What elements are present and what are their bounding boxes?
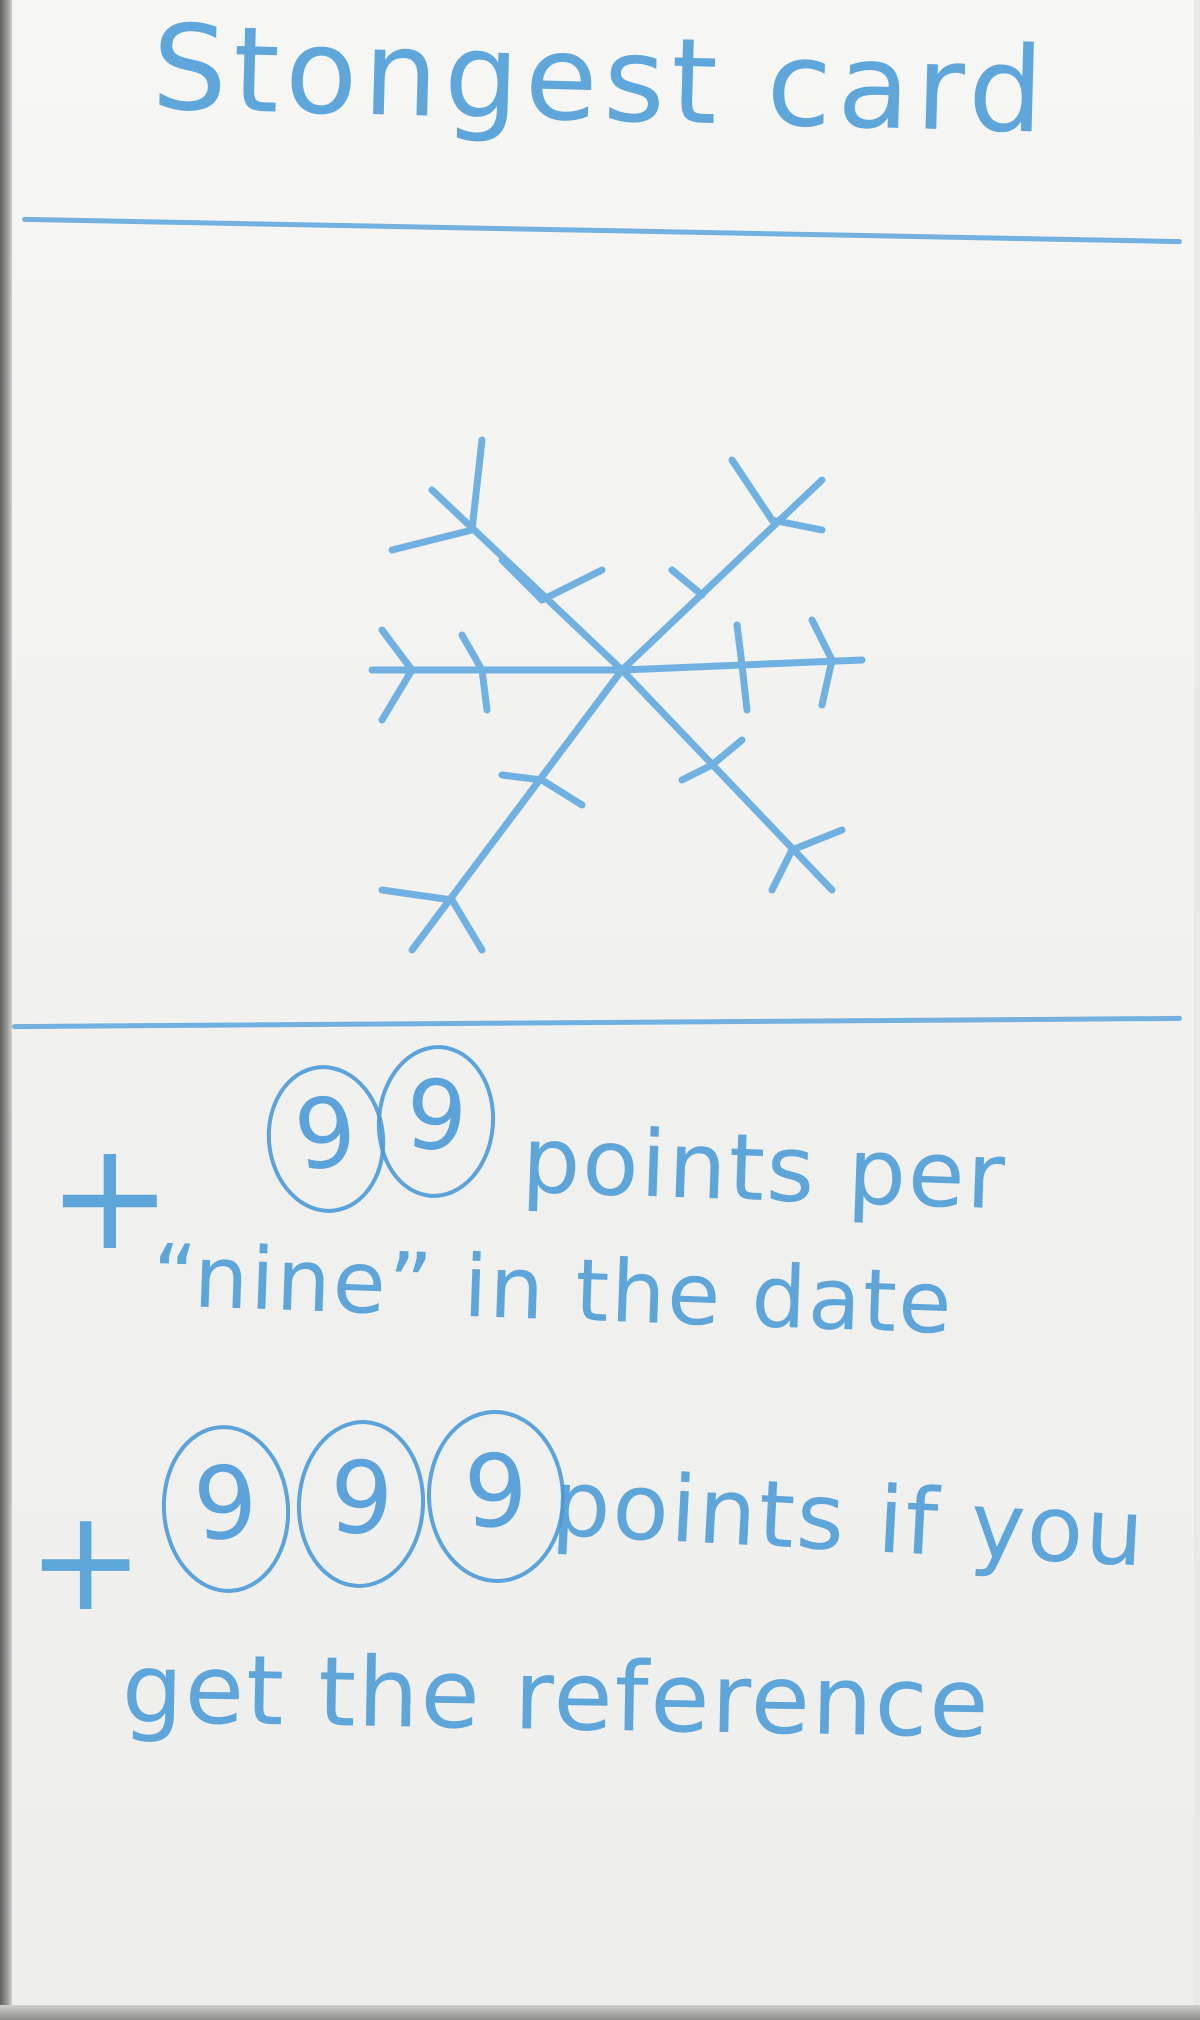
- divider-middle: [12, 1015, 1183, 1030]
- get-reference-text: get the reference: [121, 1632, 992, 1760]
- circled-nine-2a: 9: [156, 1420, 296, 1598]
- snowflake-icon: [368, 436, 866, 954]
- plus-sign-2: +: [27, 1480, 147, 1643]
- circled-nine-2b: 9: [292, 1416, 430, 1592]
- nine-in-date-text: “nine” in the date: [150, 1226, 956, 1354]
- table-edge: [0, 0, 12, 2020]
- circled-nine-1b: 9: [371, 1041, 501, 1202]
- table-edge-bottom: [0, 2005, 1200, 2020]
- circled-nine-2c: 9: [424, 1407, 568, 1586]
- points-per-text: points per: [520, 1106, 1009, 1231]
- points-if-you-text: points if you: [549, 1449, 1149, 1588]
- divider-top: [22, 216, 1182, 245]
- paper-card: Stongest card: [12, 0, 1194, 2005]
- plus-sign-1: +: [47, 1110, 175, 1284]
- circled-nine-1a: 9: [259, 1059, 393, 1219]
- card-title: Stongest card: [150, 0, 1052, 160]
